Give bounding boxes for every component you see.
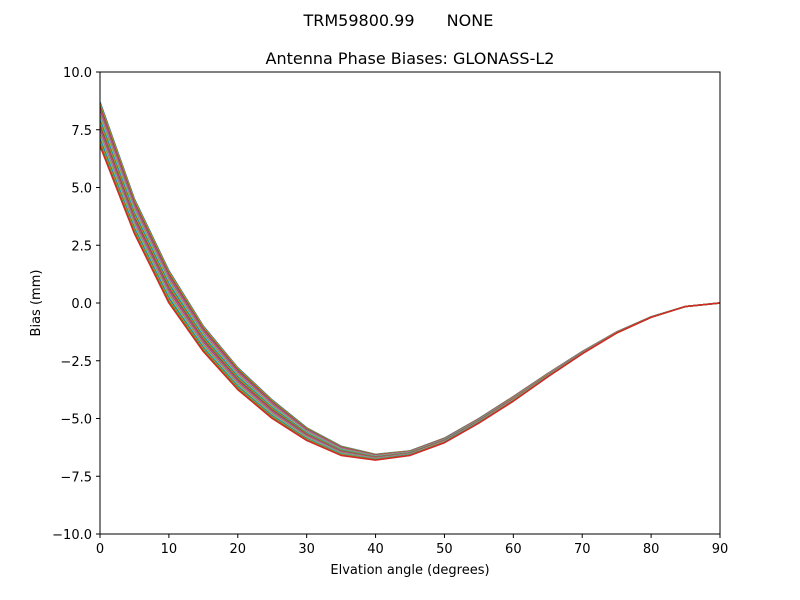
y-tick-label: 5.0 [71,182,92,197]
x-tick-label: 90 [712,542,729,557]
y-tick-label: −7.5 [60,470,92,485]
chart-title: Antenna Phase Biases: GLONASS-L2 [266,49,555,68]
y-tick-label: −5.0 [60,413,92,428]
suptitle-antenna: TRM59800.99 [302,11,414,30]
x-tick-label: 0 [96,542,104,557]
y-axis-label: Bias (mm) [29,270,44,337]
y-tick-label: 0.0 [71,297,92,312]
x-tick-label: 60 [505,542,522,557]
series-group [100,101,720,461]
x-tick-label: 20 [230,542,247,557]
x-tick-label: 70 [574,542,591,557]
y-tick-label: 10.0 [63,66,92,81]
x-axis-label: Elvation angle (degrees) [330,563,489,578]
x-axis-ticks: 0 10 20 30 40 50 60 70 80 90 [96,534,728,557]
suptitle-radome: NONE [447,11,494,30]
x-tick-label: 80 [643,542,660,557]
series-line-24 [100,145,720,461]
x-tick-label: 30 [298,542,315,557]
y-tick-label: 2.5 [71,239,92,254]
y-axis-ticks: −10.0 −7.5 −5.0 −2.5 0.0 2.5 5.0 7.5 10.0 [52,66,100,543]
y-tick-label: 7.5 [71,124,92,139]
x-tick-label: 40 [367,542,384,557]
x-tick-label: 50 [436,542,453,557]
x-tick-label: 10 [161,542,178,557]
y-tick-label: −2.5 [60,355,92,370]
y-tick-label: −10.0 [52,528,92,543]
plot-area [99,71,721,535]
